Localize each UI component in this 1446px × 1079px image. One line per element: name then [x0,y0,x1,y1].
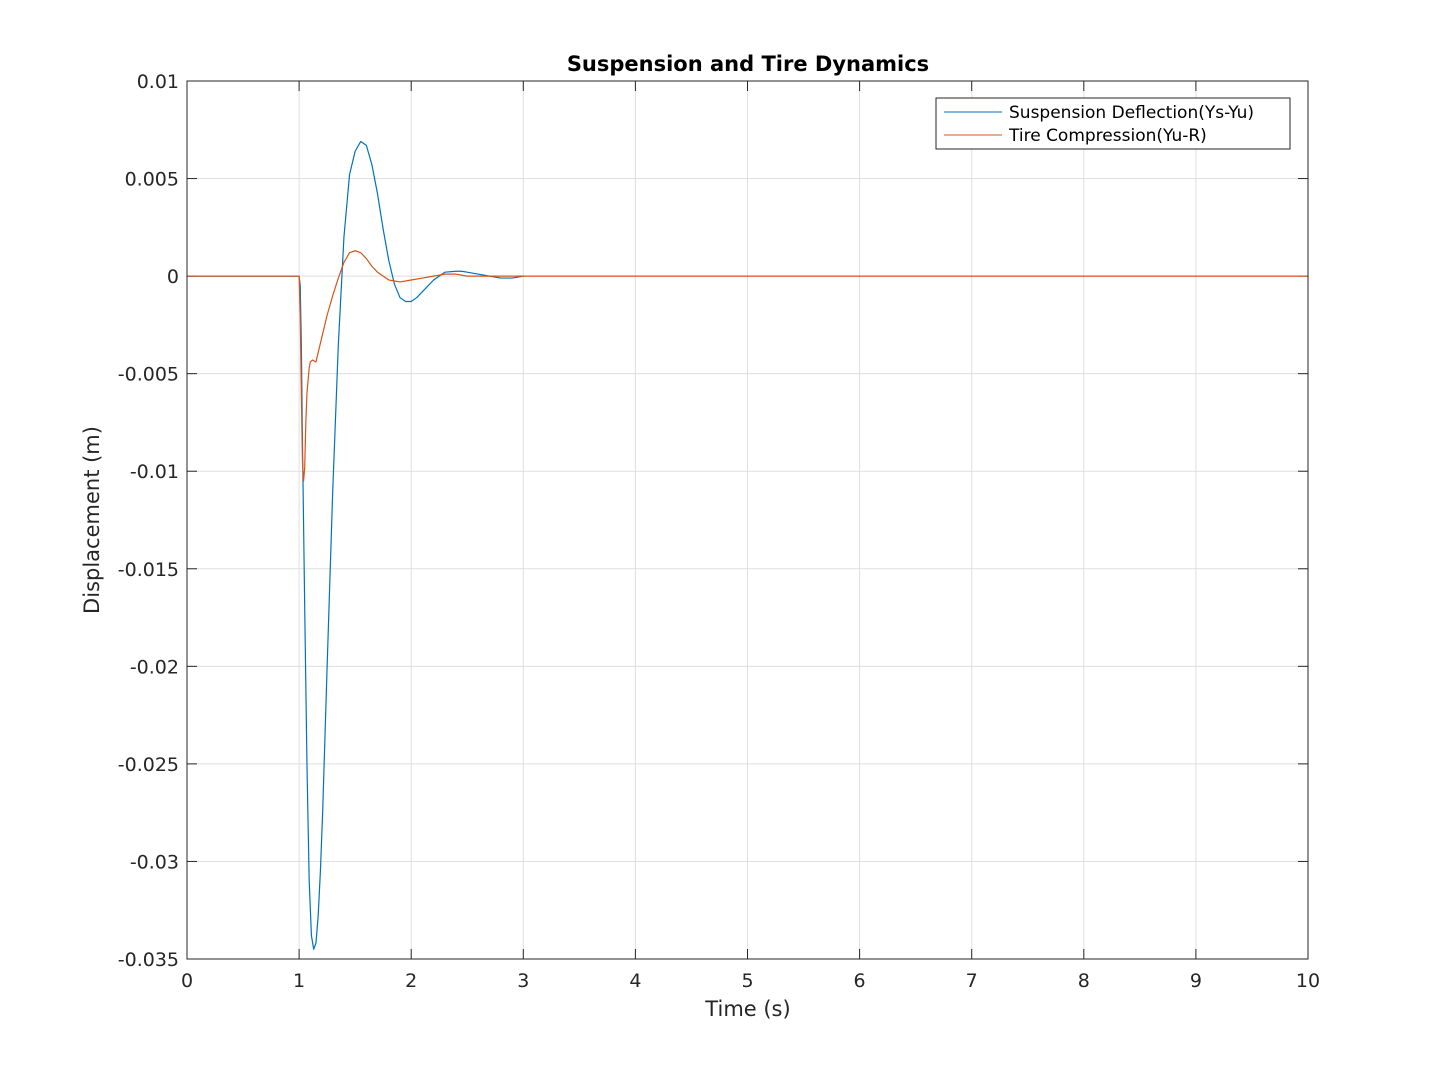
x-tick-labels: 0 1 2 3 4 5 6 7 8 9 10 [181,970,1320,992]
y-tick-label: -0.03 [130,851,179,873]
x-tick-label: 9 [1190,970,1202,992]
plot-frame [186,80,1309,960]
x-tick-label: 0 [181,970,193,992]
legend-box [935,97,1291,150]
x-tick-label: 5 [741,970,753,992]
y-tick-label: 0.005 [125,169,179,191]
x-tick-label: 1 [293,970,305,992]
y-tick-label: -0.01 [130,461,179,483]
y-tick-label: -0.025 [118,754,179,776]
legend[interactable]: Suspension Deflection(Ys-Yu) Tire Compre… [935,97,1291,150]
legend-label-tire-compression: Tire Compression(Yu-R) [1008,126,1207,146]
x-tick-label: 4 [629,970,641,992]
x-tick-label: 8 [1078,970,1090,992]
x-tick-label: 3 [517,970,529,992]
y-tick-label: 0 [167,266,179,288]
y-tick-label: 0.01 [137,71,179,93]
chart-title: Suspension and Tire Dynamics [567,52,929,76]
x-tick-label: 7 [966,970,978,992]
series-line-tire-compression [187,250,1308,482]
legend-label-suspension-deflection: Suspension Deflection(Ys-Yu) [1009,103,1254,123]
x-tick-label: 10 [1296,970,1320,992]
y-tick-label: -0.035 [118,949,179,971]
x-axis-label: Time (s) [704,997,790,1021]
y-axis-label: Displacement (m) [80,426,104,614]
y-tick-label: -0.005 [118,364,179,386]
y-tick-label: -0.02 [130,656,179,678]
series-lines [187,140,1308,950]
x-tick-label: 6 [854,970,866,992]
y-tick-labels: 0.01 0.005 0 -0.005 -0.01 -0.015 -0.02 -0.025 -0… [118,71,179,971]
x-tick-label: 2 [405,970,417,992]
y-tick-label: -0.015 [118,559,179,581]
series-line-suspension-deflection [187,140,524,950]
